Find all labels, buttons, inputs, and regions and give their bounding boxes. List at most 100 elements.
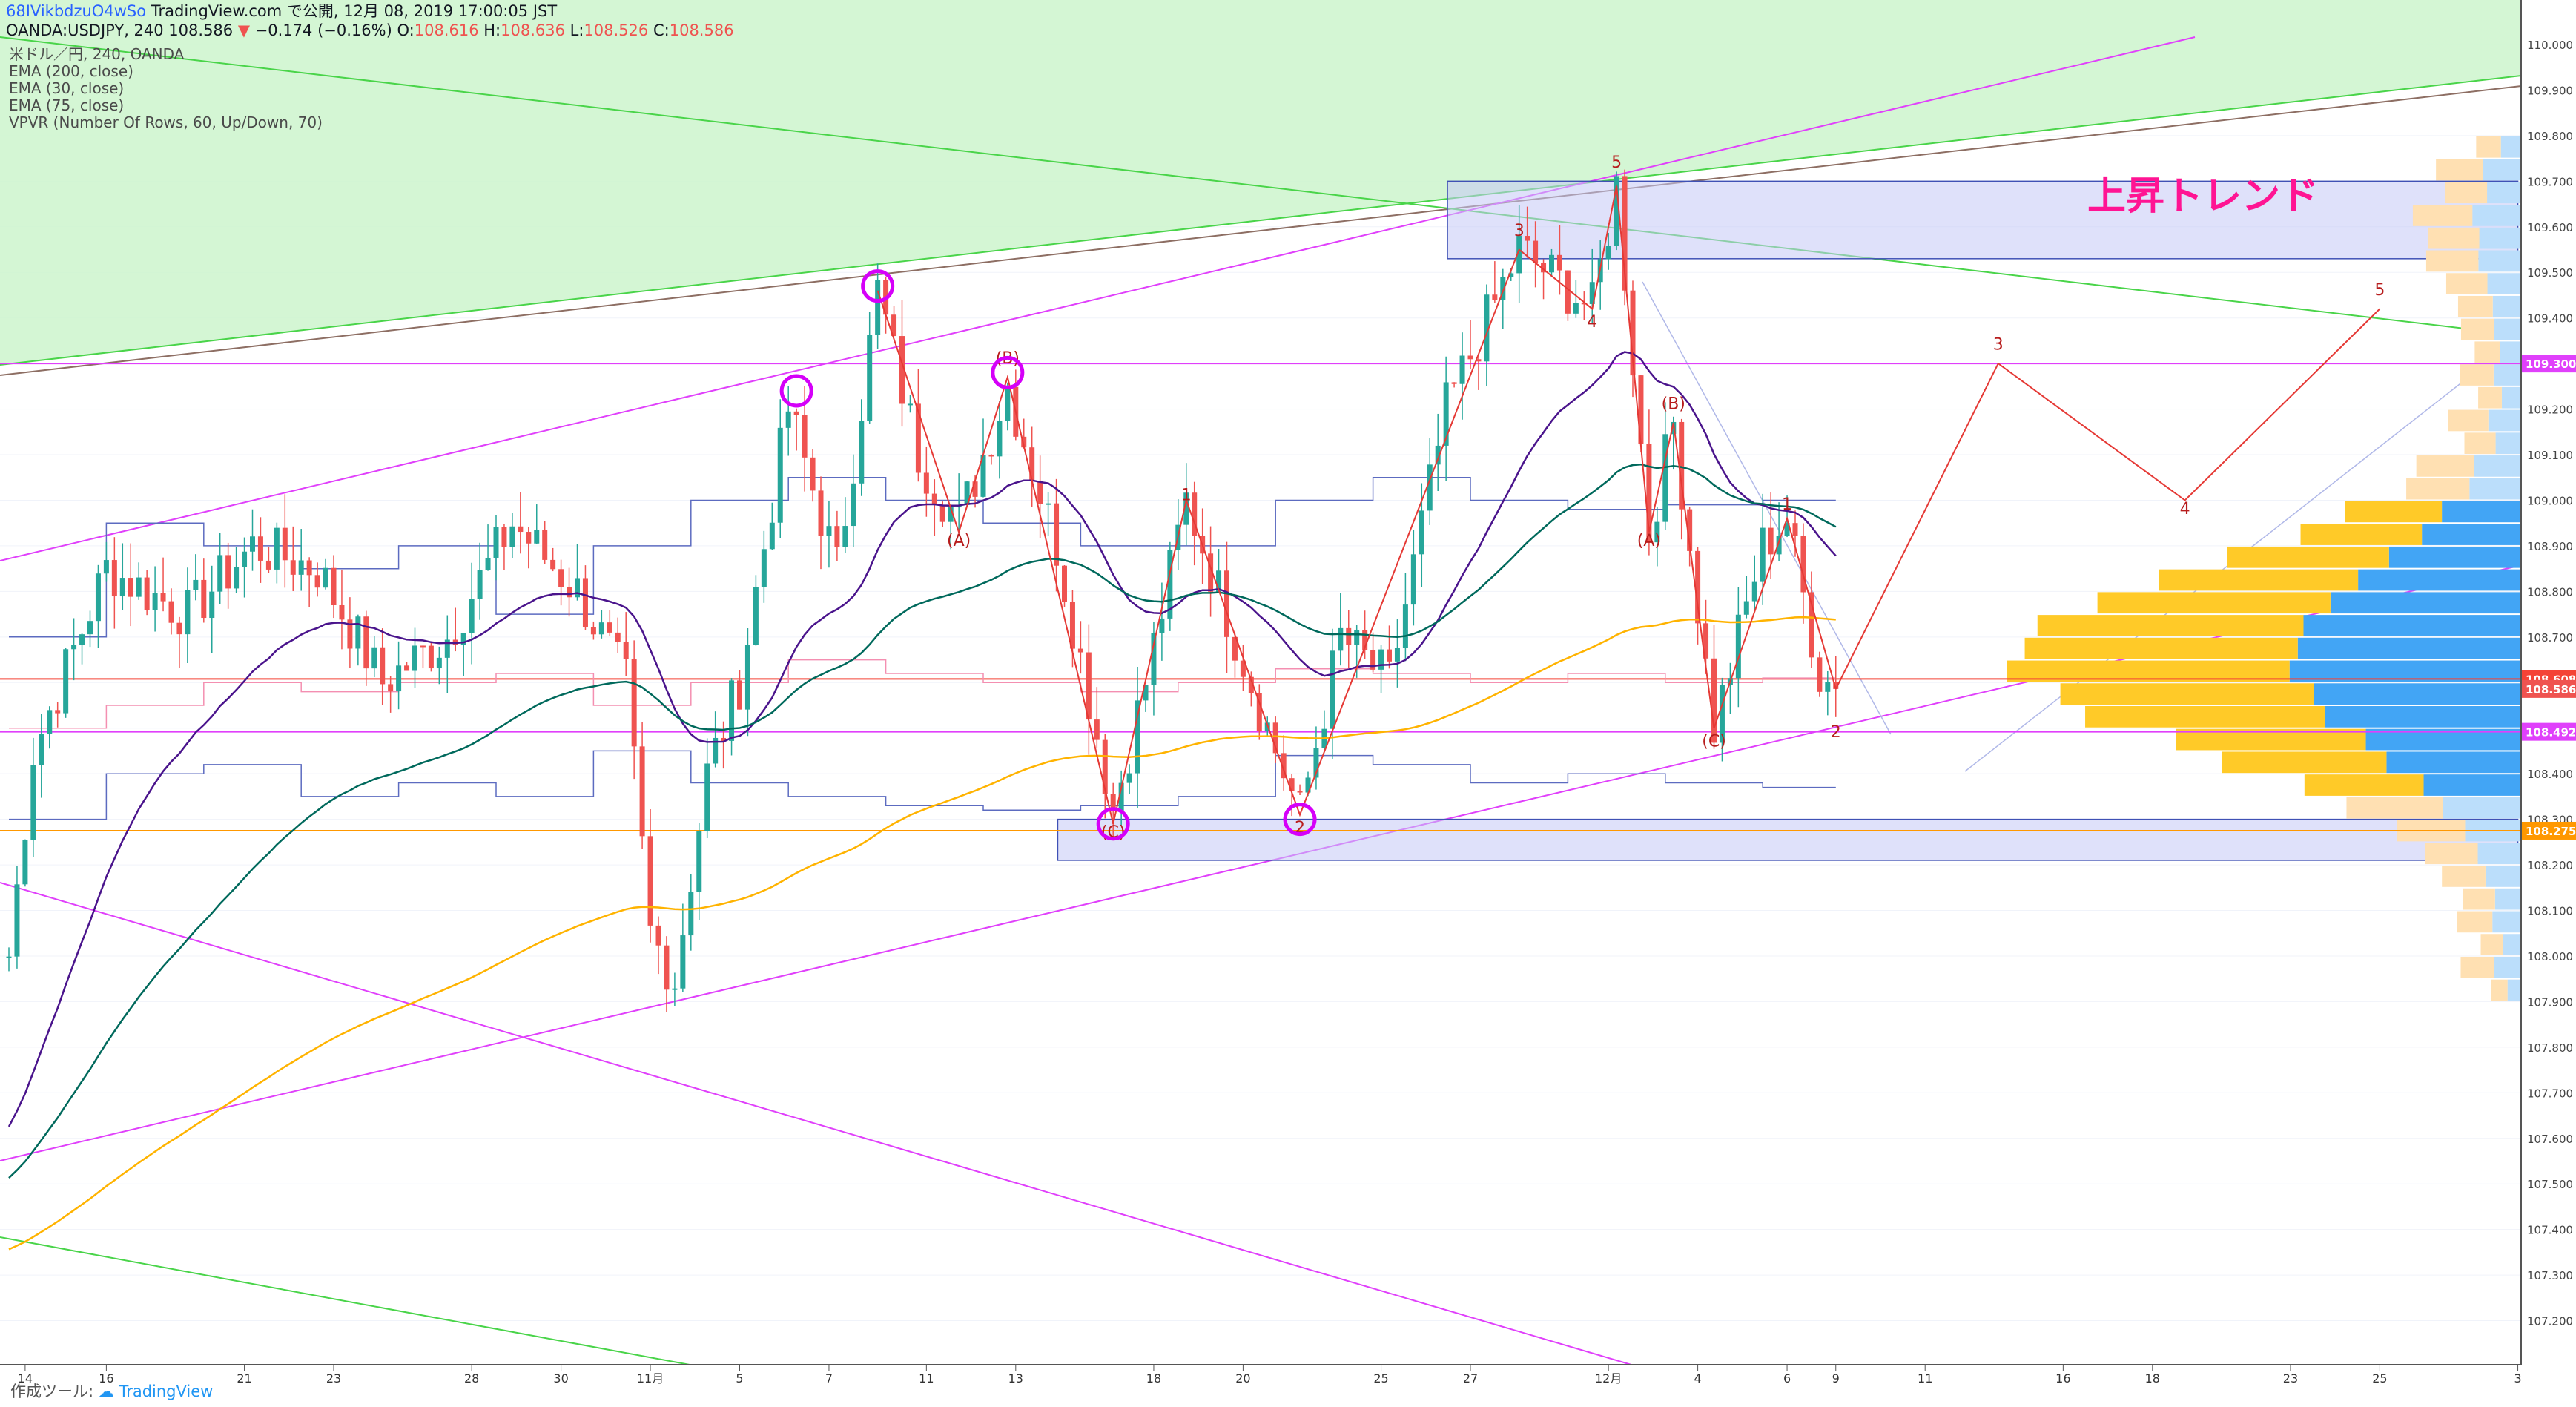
vpvr-down-bar <box>2227 546 2389 568</box>
candle-body <box>1029 447 1035 481</box>
candle-body <box>1484 294 1490 362</box>
candle-body <box>1662 434 1668 522</box>
price-tick-label: 110.000 <box>2527 39 2573 52</box>
candle-body <box>1192 492 1198 536</box>
candle-body <box>1638 375 1644 444</box>
time-tick-label: 14 <box>18 1371 33 1385</box>
projection-line <box>1642 281 1892 735</box>
price-tick-label: 108.100 <box>2527 905 2573 918</box>
vpvr-down-bar <box>2460 364 2494 386</box>
price-axis[interactable]: 107.200 107.300 107.400 107.500 107.600 107.7… <box>2520 0 2576 1365</box>
price-tick-label: 109.400 <box>2527 312 2573 326</box>
green-channel-zone <box>0 0 2521 365</box>
vpvr-up-bar <box>2503 934 2521 955</box>
candle-body <box>87 621 93 635</box>
candle-body <box>1387 649 1392 662</box>
vpvr-down-bar <box>2457 295 2493 317</box>
marker-circle <box>1283 803 1317 837</box>
indicator-symbol[interactable]: 米ドル／円, 240, OANDA <box>9 45 185 63</box>
price-tick-label: 107.500 <box>2527 1178 2573 1191</box>
vpvr-up-bar <box>2443 797 2521 819</box>
indicator-ema30[interactable]: EMA (30, close) <box>9 79 125 97</box>
candle-body <box>225 555 231 589</box>
candle-body <box>30 765 36 840</box>
candle-body <box>1760 527 1766 582</box>
publisher-username[interactable]: 68IVikbdzuO4wSo <box>6 2 147 20</box>
candle-body <box>1735 614 1741 679</box>
vpvr-up-bar <box>2472 205 2521 226</box>
vpvr-down-bar <box>2457 911 2493 933</box>
candle-body <box>298 560 304 575</box>
time-axis[interactable]: 14 16 21 23 28 30 11月 5 7 11 13 18 20 25 27 12月 4 6 9 11 16 1… <box>0 1364 2522 1385</box>
indicator-ema75[interactable]: EMA (75, close) <box>9 96 125 114</box>
candle-body <box>1525 236 1530 241</box>
vpvr-down-bar <box>2085 706 2325 728</box>
time-tick-label: 23 <box>326 1371 341 1385</box>
candle-body <box>1768 527 1774 555</box>
green-lower-trendline <box>0 1236 690 1365</box>
tradingview-brand[interactable]: TradingView <box>119 1383 214 1400</box>
price-tick-label: 109.500 <box>2527 266 2573 280</box>
candle-body <box>1427 464 1433 511</box>
candle-body <box>380 647 386 685</box>
vpvr-up-bar <box>2507 979 2521 1001</box>
wave-label: (C) <box>1702 732 1726 751</box>
time-tick-label: 28 <box>464 1371 479 1385</box>
vpvr-down-bar <box>2445 182 2488 204</box>
indicator-ema200[interactable]: EMA (200, close) <box>9 62 133 80</box>
candle-body <box>1573 303 1579 314</box>
candle-body <box>1126 773 1132 783</box>
candle-body <box>1549 254 1554 273</box>
elliott-wave-lines <box>876 185 2381 825</box>
candle-body <box>1062 565 1067 602</box>
candle-body <box>1589 282 1595 304</box>
candle-body <box>1817 657 1823 692</box>
candle-body <box>639 746 645 837</box>
close-label: C: <box>653 22 670 39</box>
candle-body <box>339 604 345 620</box>
candle-body <box>1467 355 1473 360</box>
chart-header: 68IVikbdzuO4wSo TradingView.com で公開, 12月… <box>6 1 734 40</box>
vpvr-down-bar <box>2416 455 2474 477</box>
close-value: 108.586 <box>669 22 734 39</box>
ema-30-line <box>7 351 1837 1127</box>
candle-body <box>1614 176 1619 246</box>
time-tick-label: 16 <box>99 1371 113 1385</box>
candle-body <box>1272 722 1278 754</box>
wave-label: (B) <box>1662 395 1685 414</box>
candle-body <box>396 665 402 692</box>
candle-body <box>193 579 199 590</box>
candle-body <box>1565 270 1571 314</box>
candle-body <box>1451 382 1457 384</box>
candle-body <box>1167 550 1173 619</box>
candle-body <box>1679 421 1685 510</box>
time-tick-label: 25 <box>1373 1371 1388 1385</box>
candle-body <box>721 737 727 741</box>
candle-body <box>550 559 556 570</box>
candle-body <box>1102 739 1108 794</box>
time-tick-label: 6 <box>1783 1371 1791 1385</box>
candle-body <box>1500 277 1506 300</box>
indicator-vpvr[interactable]: VPVR (Number Of Rows, 60, Up/Down, 70) <box>9 113 323 131</box>
candle-body <box>1419 510 1424 555</box>
candlestick-series <box>6 169 1839 1012</box>
candle-body <box>111 560 117 597</box>
candle-body <box>428 645 434 669</box>
made-with-label: 作成ツール: <box>10 1383 94 1400</box>
time-tick-label: 9 <box>1832 1371 1840 1385</box>
wave-label: (A) <box>947 532 971 550</box>
vpvr-up-bar <box>2479 227 2521 249</box>
candle-body <box>152 593 158 610</box>
price-tick-label: 109.100 <box>2527 449 2573 462</box>
publish-info: TradingView.com で公開, 12月 08, 2019 17:00:… <box>151 2 558 20</box>
uptrend-annotation: 上昇トレンド <box>2087 174 2319 219</box>
candle-body <box>1556 254 1562 271</box>
candle-body <box>590 627 596 635</box>
time-tick-label: 11月 <box>637 1371 664 1385</box>
candle-body <box>582 578 588 627</box>
time-tick-label: 13 <box>1008 1371 1023 1385</box>
high-label: H: <box>483 22 501 39</box>
candle-body <box>282 527 288 561</box>
candle-body <box>834 526 840 547</box>
